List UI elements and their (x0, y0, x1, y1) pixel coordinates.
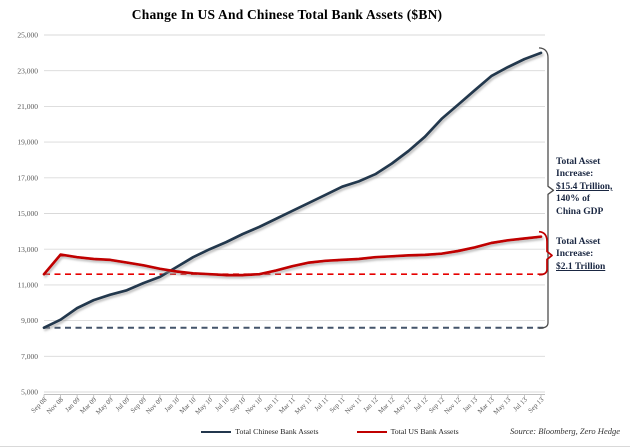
y-axis-tick-label: 25,000 (17, 31, 38, 40)
x-axis-tick-label: Nov 12 (443, 396, 463, 416)
x-axis-tick-label: May 13 (493, 396, 513, 416)
chinese-series-swatch (201, 430, 232, 433)
chart-title: Change In US And Chinese Total Bank Asse… (131, 7, 443, 22)
legend: Total Chinese Bank Assets Total US Bank … (30, 427, 630, 436)
legend-label: Total US Bank Assets (390, 427, 459, 436)
legend-label: Total Chinese Bank Assets (235, 427, 319, 436)
legend-item-chinese: Total Chinese Bank Assets (201, 427, 319, 436)
x-axis-tick-label: May 09 (95, 396, 115, 416)
x-axis-tick-label: Nov 11 (344, 396, 363, 415)
y-axis-tick-label: 15,000 (17, 209, 38, 218)
y-axis-tick-label: 21,000 (17, 102, 38, 111)
annotation-line: Increase: (556, 249, 594, 260)
annotation-line-underlined: $2.1 Trillion (556, 261, 606, 272)
annotation-line: Total Asset (556, 237, 601, 247)
china-asset-increase-annotation: Total Asset Increase: $15.4 Trillion, 14… (556, 156, 630, 218)
source-credit: Source: Bloomberg, Zero Hedge (509, 426, 620, 436)
x-axis-tick-label: Jul 11 (314, 396, 330, 412)
china-increase-bracket (538, 47, 555, 329)
annotation-line: Increase: (556, 169, 594, 180)
x-axis-tick-label: Sep 13 (527, 396, 546, 415)
x-axis-tick-label: May 12 (393, 396, 413, 416)
x-axis-tick-label: Nov 09 (145, 396, 165, 416)
x-axis-tick-label: Nov 10 (245, 396, 265, 416)
annotation-line-underlined: $15.4 Trillion, (556, 181, 613, 192)
y-axis-tick-label: 5,000 (21, 388, 38, 397)
y-axis-tick-label: 11,000 (18, 281, 39, 290)
y-axis-tick-label: 13,000 (17, 245, 38, 254)
x-axis-tick-label: May 10 (194, 396, 214, 416)
y-axis-tick-label: 23,000 (17, 66, 38, 75)
y-axis-tick-label: 19,000 (17, 138, 38, 147)
x-axis-tick-label: Nov 08 (46, 396, 66, 416)
annotation-line: China GDP (556, 206, 604, 217)
chinese-bank-assets-line (42, 51, 543, 330)
x-axis-tick-label: Sep 11 (329, 396, 347, 414)
us-increase-bracket (538, 230, 553, 276)
y-axis-tick-label: 17,000 (17, 173, 38, 182)
x-axis-tick-label: May 11 (294, 396, 314, 416)
annotation-line: Total Asset (556, 157, 601, 167)
us-bank-assets-line (42, 235, 543, 277)
us-series-swatch (356, 430, 387, 433)
legend-item-us: Total US Bank Assets (356, 427, 459, 436)
annotation-line: 140% of (556, 194, 591, 205)
us-asset-increase-annotation: Total Asset Increase: $2.1 Trillion (556, 236, 630, 273)
y-axis-tick-label: 9,000 (21, 316, 38, 325)
y-axis-tick-label: 7,000 (21, 352, 38, 361)
